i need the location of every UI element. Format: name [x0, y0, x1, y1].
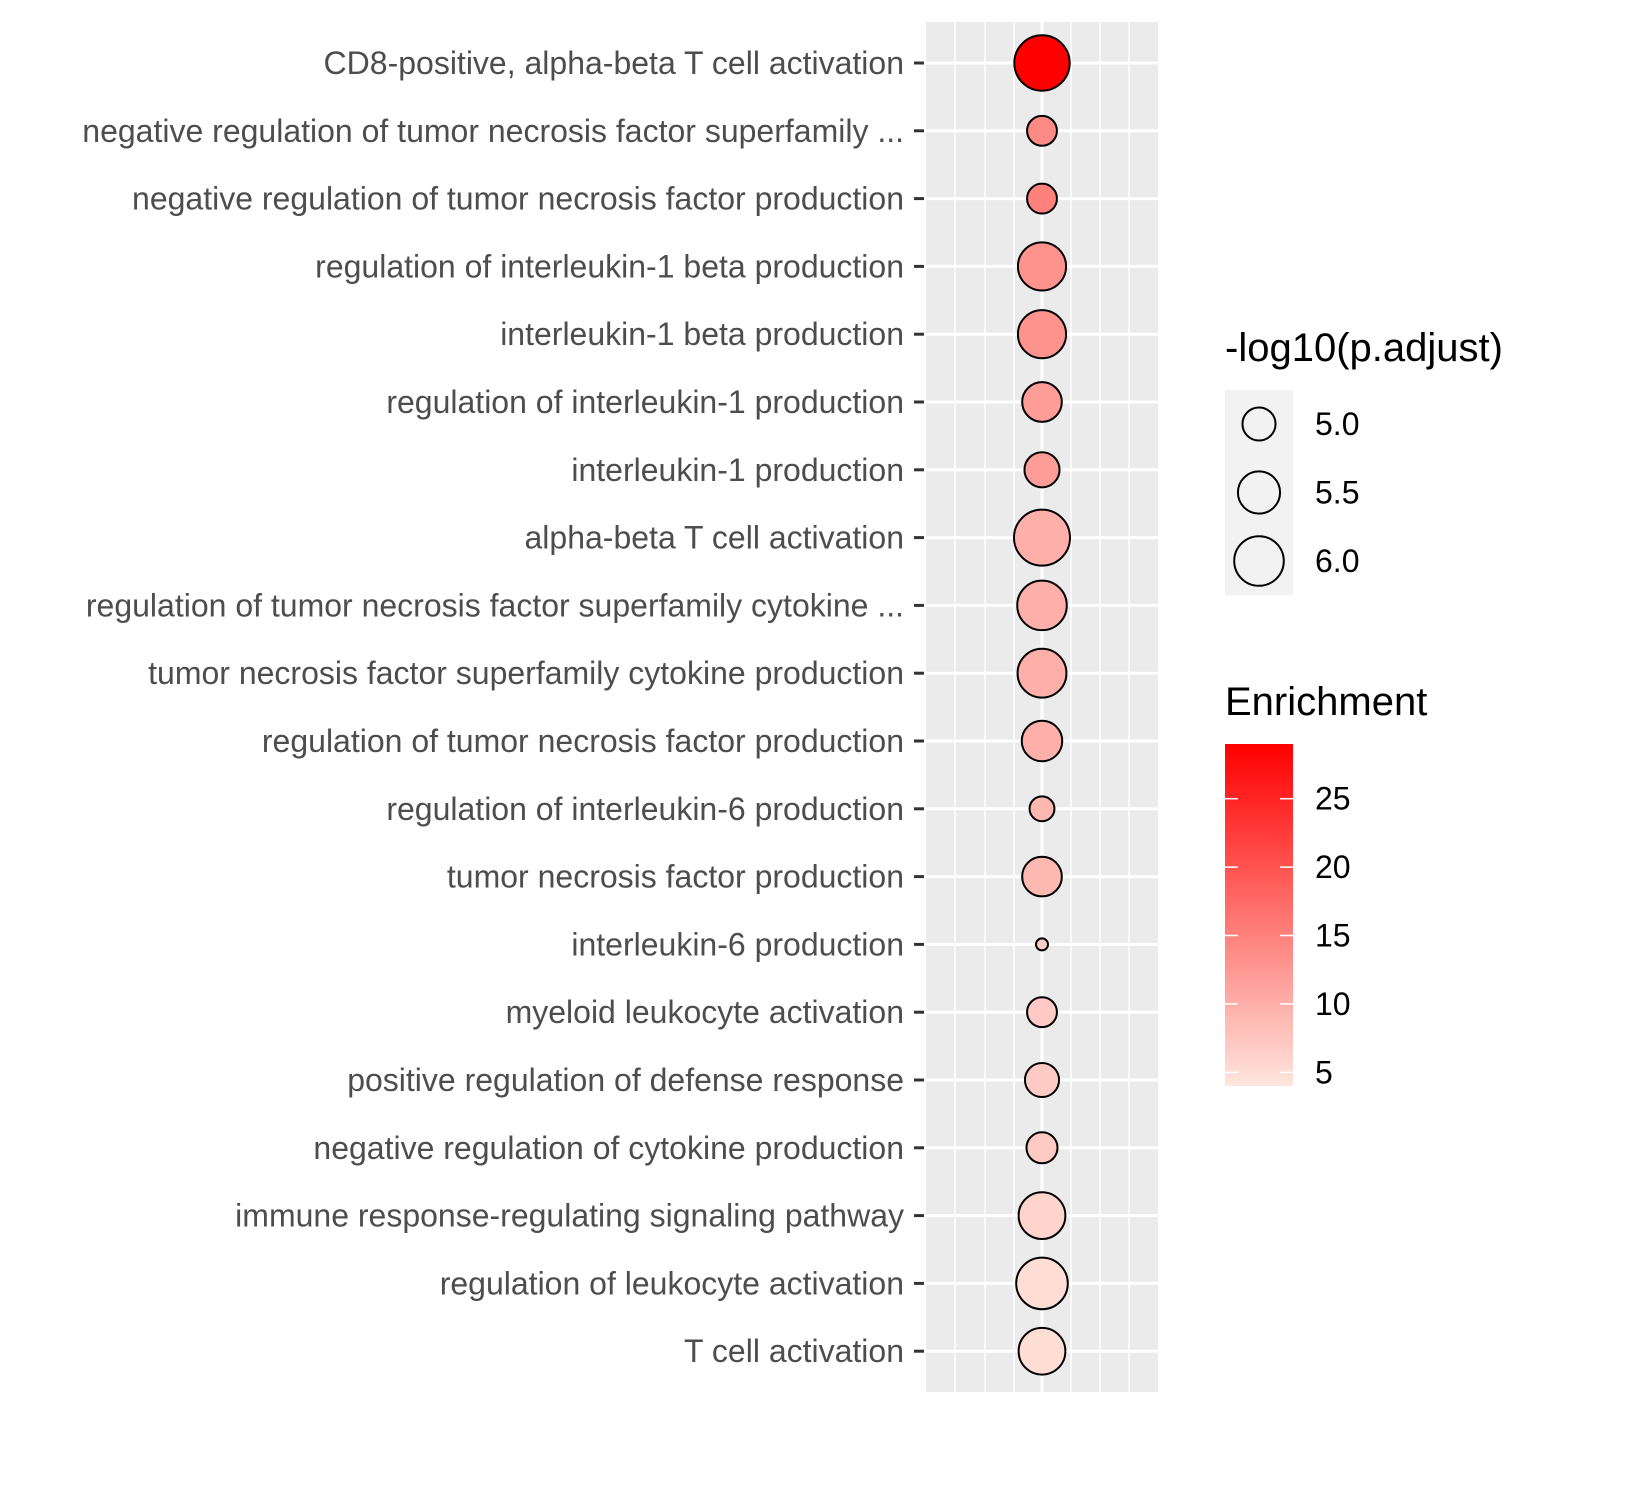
data-point: [1025, 1131, 1059, 1165]
size-legend-label: 6.0: [1315, 543, 1359, 579]
color-legend-label: 20: [1315, 849, 1351, 885]
size-legend-title: -log10(p.adjust): [1225, 326, 1503, 370]
y-tick-label: positive regulation of defense response: [347, 1062, 904, 1098]
y-tick-label: interleukin-1 beta production: [500, 316, 904, 352]
size-legend-label: 5.0: [1315, 406, 1359, 442]
color-legend-bar: [1225, 744, 1293, 1086]
data-point: [1026, 114, 1058, 147]
data-point: [1021, 381, 1063, 423]
data-point: [1026, 996, 1058, 1029]
y-tick-label: myeloid leukocyte activation: [506, 994, 904, 1030]
color-legend-title: Enrichment: [1225, 680, 1427, 724]
data-point: [1023, 451, 1061, 489]
points-layer: [1013, 34, 1071, 1376]
data-point: [1013, 508, 1071, 567]
plot-panel: [926, 22, 1158, 1392]
y-tick-label: CD8-positive, alpha-beta T cell activati…: [324, 45, 904, 81]
y-tick-label: regulation of interleukin-1 production: [386, 384, 904, 420]
y-tick-label: negative regulation of tumor necrosis fa…: [82, 113, 904, 149]
y-tick-label: negative regulation of tumor necrosis fa…: [132, 181, 904, 217]
y-tick-label: tumor necrosis factor superfamily cytoki…: [148, 655, 904, 691]
data-point: [1020, 719, 1064, 763]
data-point: [1023, 1061, 1061, 1099]
data-point: [1016, 309, 1068, 360]
data-point: [1021, 855, 1063, 898]
data-point: [1017, 1191, 1067, 1240]
data-point: [1013, 34, 1071, 92]
y-tick-label: interleukin-1 production: [571, 452, 904, 488]
data-point: [1016, 647, 1068, 699]
data-point: [1026, 182, 1058, 215]
color-legend-label: 25: [1315, 781, 1351, 817]
y-tick-label: negative regulation of cytokine producti…: [313, 1130, 904, 1166]
color-legend-label: 5: [1315, 1054, 1333, 1090]
size-legend: -log10(p.adjust) 5.0 5.5 6.0: [1225, 326, 1503, 595]
data-point: [1016, 241, 1068, 292]
data-point: [1028, 795, 1056, 823]
y-tick-label: regulation of tumor necrosis factor prod…: [262, 723, 904, 759]
y-tick-label: regulation of leukocyte activation: [440, 1265, 904, 1301]
size-legend-key: [1241, 406, 1277, 442]
y-tick-label: T cell activation: [684, 1333, 904, 1369]
color-legend-label: 15: [1315, 918, 1351, 954]
y-tick-label: regulation of interleukin-1 beta product…: [315, 248, 904, 284]
data-point: [1015, 1256, 1069, 1311]
size-legend-key: [1236, 470, 1282, 515]
data-point: [1016, 579, 1068, 632]
color-legend: Enrichment 5 10 15 20 25: [1225, 680, 1427, 1090]
y-tick-label: alpha-beta T cell activation: [525, 520, 905, 556]
data-point: [1035, 937, 1049, 952]
color-legend-label: 10: [1315, 986, 1351, 1022]
y-axis: CD8-positive, alpha-beta T cell activati…: [82, 45, 924, 1369]
size-legend-key-background: [1225, 390, 1293, 595]
data-point: [1017, 1326, 1067, 1376]
y-tick-label: regulation of interleukin-6 production: [386, 791, 904, 827]
size-legend-label: 5.5: [1315, 475, 1359, 511]
y-tick-label: regulation of tumor necrosis factor supe…: [86, 587, 904, 623]
size-legend-key: [1233, 535, 1285, 587]
y-tick-label: tumor necrosis factor production: [447, 859, 904, 895]
y-tick-label: immune response-regulating signaling pat…: [235, 1198, 904, 1234]
y-tick-label: interleukin-6 production: [571, 926, 904, 962]
